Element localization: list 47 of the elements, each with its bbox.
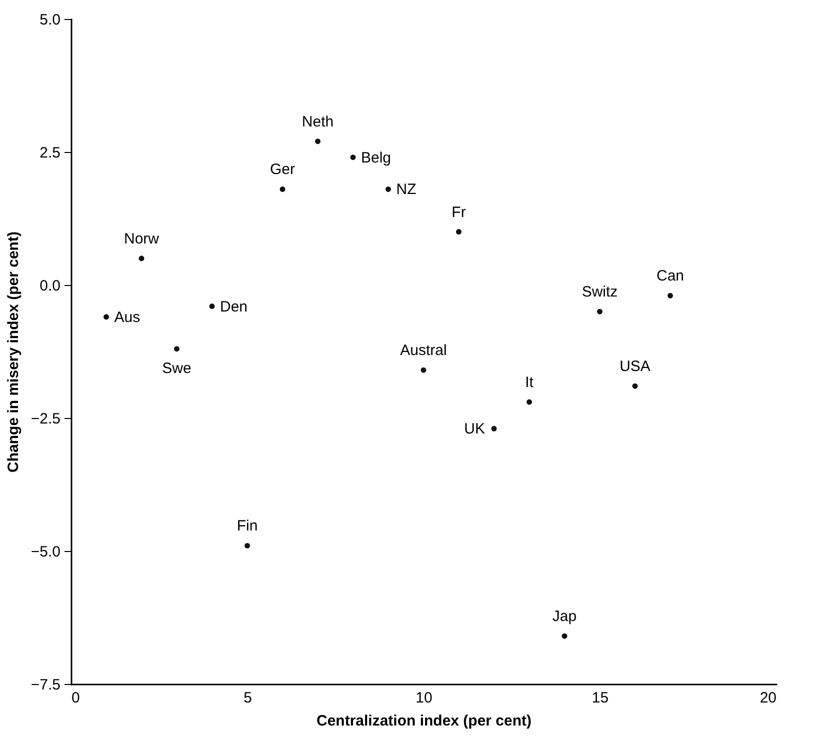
point	[315, 138, 320, 144]
point	[138, 256, 144, 262]
point	[280, 186, 286, 192]
annotation: Switz	[582, 284, 618, 301]
annotation: Can	[656, 268, 684, 285]
point	[526, 399, 532, 405]
x-tick-label: 0	[72, 690, 80, 706]
y-tick-label: −7.5	[30, 676, 60, 694]
y-tick-label: −5.0	[30, 544, 60, 560]
point	[632, 383, 638, 389]
y-tick-label: 5.0	[40, 12, 60, 28]
point	[350, 154, 356, 160]
point	[174, 346, 180, 352]
x-tick-label: 20	[760, 690, 776, 706]
annotation: Fin	[236, 518, 258, 535]
point	[562, 633, 568, 639]
annotation: Den	[220, 298, 248, 316]
point	[491, 426, 497, 432]
point	[104, 314, 109, 320]
point	[456, 229, 462, 235]
annotation: Jap	[552, 608, 577, 626]
x-axis-title: Centralization index (per cent)	[316, 712, 532, 730]
point	[668, 292, 673, 298]
annotation: USA	[620, 358, 650, 376]
annotation: Swe	[162, 360, 192, 377]
point	[209, 304, 215, 310]
x-tick-label: 10	[416, 690, 432, 706]
annotation: Ger	[270, 161, 296, 178]
annotation: Norw	[124, 230, 160, 248]
point	[386, 186, 391, 192]
annotation: Fr	[452, 204, 466, 221]
point	[420, 367, 426, 373]
y-tick-label: 2.5	[40, 144, 60, 162]
x-tick-label: 15	[592, 690, 609, 706]
annotation: Austral	[400, 342, 447, 360]
annotation: NZ	[396, 181, 416, 198]
y-axis-title: Change in misery index (per cent)	[4, 232, 22, 472]
y-tick-label: −2.5	[30, 410, 60, 428]
annotation: Belg	[361, 149, 392, 166]
annotation: UK	[464, 420, 485, 438]
annotation: Aus	[114, 308, 140, 326]
annotation: It	[525, 374, 534, 392]
annotation: Neth	[302, 113, 334, 130]
y-tick-label: 0.0	[40, 278, 60, 294]
point	[244, 542, 250, 548]
point	[597, 308, 602, 314]
x-tick-label: 5	[244, 690, 252, 706]
